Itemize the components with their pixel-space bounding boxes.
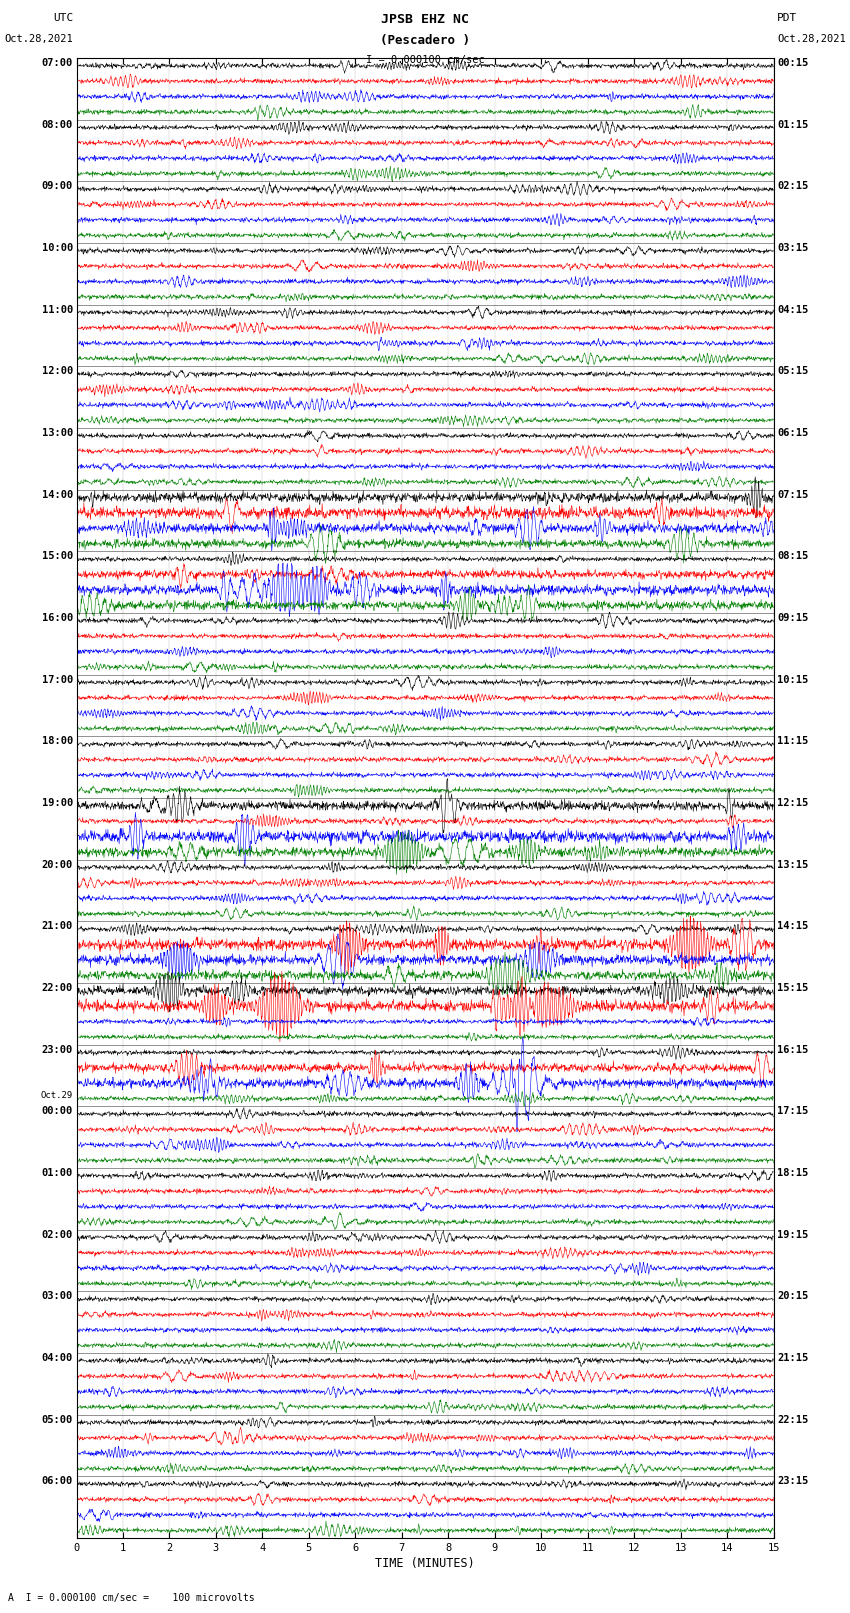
Text: 16:00: 16:00 <box>42 613 73 623</box>
Text: 05:15: 05:15 <box>777 366 808 376</box>
Text: 07:15: 07:15 <box>777 490 808 500</box>
Text: 22:15: 22:15 <box>777 1415 808 1424</box>
Text: 20:15: 20:15 <box>777 1292 808 1302</box>
Text: 09:15: 09:15 <box>777 613 808 623</box>
Text: 19:15: 19:15 <box>777 1229 808 1240</box>
Text: 20:00: 20:00 <box>42 860 73 869</box>
Text: 23:15: 23:15 <box>777 1476 808 1486</box>
Text: Oct.28,2021: Oct.28,2021 <box>4 34 73 44</box>
Text: 14:00: 14:00 <box>42 490 73 500</box>
Text: 23:00: 23:00 <box>42 1045 73 1055</box>
Text: 01:00: 01:00 <box>42 1168 73 1177</box>
Text: 09:00: 09:00 <box>42 181 73 192</box>
Text: 04:15: 04:15 <box>777 305 808 315</box>
Text: 12:15: 12:15 <box>777 798 808 808</box>
Text: 11:00: 11:00 <box>42 305 73 315</box>
Text: 13:15: 13:15 <box>777 860 808 869</box>
X-axis label: TIME (MINUTES): TIME (MINUTES) <box>375 1557 475 1569</box>
Text: 00:00: 00:00 <box>42 1107 73 1116</box>
Text: 17:15: 17:15 <box>777 1107 808 1116</box>
Text: 18:15: 18:15 <box>777 1168 808 1177</box>
Text: 05:00: 05:00 <box>42 1415 73 1424</box>
Text: 03:00: 03:00 <box>42 1292 73 1302</box>
Text: 15:15: 15:15 <box>777 982 808 994</box>
Text: 22:00: 22:00 <box>42 982 73 994</box>
Text: A  I = 0.000100 cm/sec =    100 microvolts: A I = 0.000100 cm/sec = 100 microvolts <box>8 1594 255 1603</box>
Text: 15:00: 15:00 <box>42 552 73 561</box>
Text: 00:15: 00:15 <box>777 58 808 68</box>
Text: JPSB EHZ NC: JPSB EHZ NC <box>381 13 469 26</box>
Text: 21:00: 21:00 <box>42 921 73 931</box>
Text: 18:00: 18:00 <box>42 736 73 747</box>
Text: (Pescadero ): (Pescadero ) <box>380 34 470 47</box>
Text: 06:00: 06:00 <box>42 1476 73 1486</box>
Text: 07:00: 07:00 <box>42 58 73 68</box>
Text: 08:00: 08:00 <box>42 119 73 129</box>
Text: 13:00: 13:00 <box>42 427 73 439</box>
Text: 21:15: 21:15 <box>777 1353 808 1363</box>
Text: I = 0.000100 cm/sec: I = 0.000100 cm/sec <box>366 55 484 65</box>
Text: 04:00: 04:00 <box>42 1353 73 1363</box>
Text: 02:15: 02:15 <box>777 181 808 192</box>
Text: 17:00: 17:00 <box>42 674 73 684</box>
Text: 12:00: 12:00 <box>42 366 73 376</box>
Text: 10:15: 10:15 <box>777 674 808 684</box>
Text: PDT: PDT <box>777 13 797 23</box>
Text: 10:00: 10:00 <box>42 244 73 253</box>
Text: 02:00: 02:00 <box>42 1229 73 1240</box>
Text: UTC: UTC <box>53 13 73 23</box>
Text: 08:15: 08:15 <box>777 552 808 561</box>
Text: Oct.29: Oct.29 <box>41 1090 73 1100</box>
Text: 11:15: 11:15 <box>777 736 808 747</box>
Text: 06:15: 06:15 <box>777 427 808 439</box>
Text: 14:15: 14:15 <box>777 921 808 931</box>
Text: 01:15: 01:15 <box>777 119 808 129</box>
Text: 16:15: 16:15 <box>777 1045 808 1055</box>
Text: 03:15: 03:15 <box>777 244 808 253</box>
Text: 19:00: 19:00 <box>42 798 73 808</box>
Text: Oct.28,2021: Oct.28,2021 <box>777 34 846 44</box>
